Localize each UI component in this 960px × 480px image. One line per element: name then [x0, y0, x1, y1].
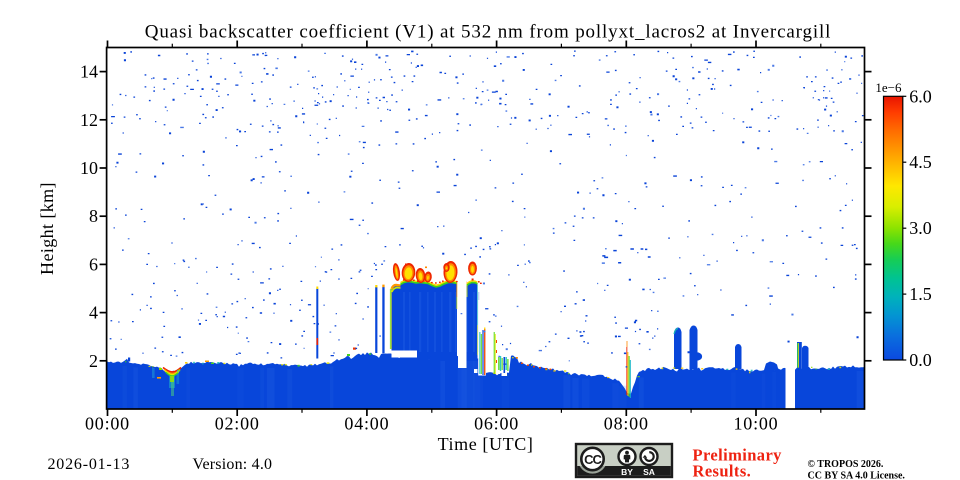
- svg-text:00:00: 00:00: [85, 414, 130, 434]
- svg-text:2: 2: [89, 351, 98, 371]
- svg-text:0.0: 0.0: [909, 350, 932, 370]
- svg-text:6: 6: [89, 254, 98, 274]
- svg-text:08:00: 08:00: [604, 414, 649, 434]
- svg-text:Quasi backscatter coefficient: Quasi backscatter coefficient (V1) at 53…: [145, 22, 832, 43]
- svg-text:8: 8: [89, 206, 98, 226]
- svg-text:CC BY SA 4.0 License.: CC BY SA 4.0 License.: [808, 471, 906, 480]
- svg-text:14: 14: [80, 62, 98, 82]
- svg-text:Time [UTC]: Time [UTC]: [438, 434, 534, 454]
- svg-text:Height [km]: Height [km]: [37, 182, 57, 275]
- svg-text:06:00: 06:00: [474, 414, 519, 434]
- svg-text:1e−6: 1e−6: [875, 80, 902, 95]
- svg-text:Version: 4.0: Version: 4.0: [193, 456, 273, 473]
- svg-text:04:00: 04:00: [344, 414, 389, 434]
- svg-text:© TROPOS 2026.: © TROPOS 2026.: [808, 459, 884, 470]
- svg-text:BY: BY: [621, 467, 633, 477]
- svg-text:2026-01-13: 2026-01-13: [48, 456, 131, 473]
- svg-text:02:00: 02:00: [215, 414, 260, 434]
- svg-text:1.5: 1.5: [909, 284, 932, 304]
- svg-text:6.0: 6.0: [909, 86, 932, 106]
- svg-text:Preliminary: Preliminary: [693, 446, 783, 465]
- svg-text:10:00: 10:00: [733, 414, 778, 434]
- svg-text:CC: CC: [584, 452, 602, 467]
- svg-text:10: 10: [80, 158, 98, 178]
- svg-text:SA: SA: [643, 467, 655, 477]
- svg-text:3.0: 3.0: [909, 218, 932, 238]
- svg-text:4: 4: [89, 303, 98, 323]
- svg-text:12: 12: [80, 110, 98, 130]
- svg-text:Results.: Results.: [693, 462, 752, 480]
- svg-text:4.5: 4.5: [909, 152, 932, 172]
